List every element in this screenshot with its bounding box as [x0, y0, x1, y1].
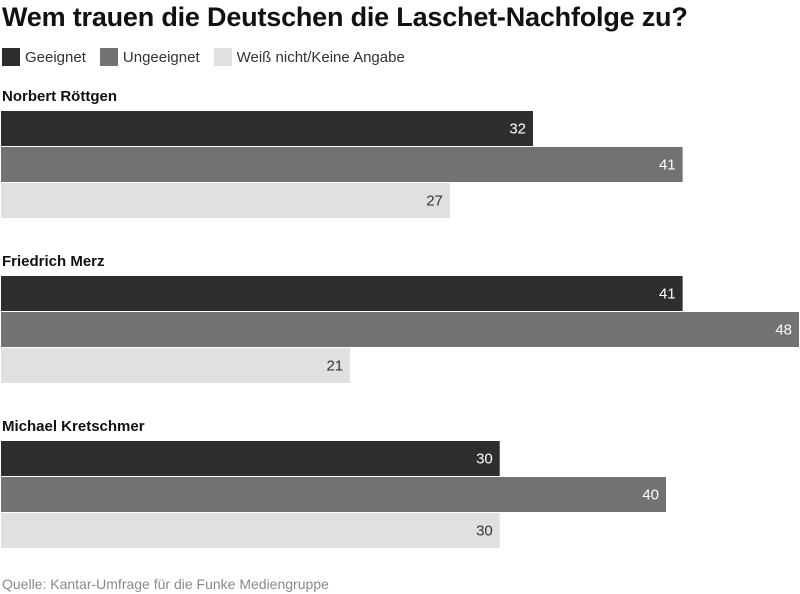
legend-swatch-geeignet — [2, 48, 20, 66]
bar-norbert-r-ttgen-wei-nicht-keine-angabe — [1, 183, 450, 218]
legend-swatch-keine-angabe — [213, 48, 232, 66]
bar-michael-kretschmer-wei-nicht-keine-angabe — [1, 513, 500, 548]
data-label-michael-kretschmer-ungeeignet: 40 — [642, 487, 659, 504]
legend-label-ungeeignet: Ungeeignet — [122, 48, 200, 66]
data-label-norbert-r-ttgen-geeignet: 32 — [509, 121, 526, 138]
legend-item-geeignet: Geeignet — [2, 48, 86, 66]
legend-label-geeignet: Geeignet — [25, 48, 86, 66]
category-label-norbert-r-ttgen: Norbert Röttgen — [2, 88, 117, 105]
bar-norbert-r-ttgen-ungeeignet — [1, 147, 683, 182]
data-label-michael-kretschmer-wei-nicht-keine-angabe: 30 — [476, 523, 493, 540]
source-note: Quelle: Kantar-Umfrage für die Funke Med… — [2, 576, 329, 592]
data-label-friedrich-merz-wei-nicht-keine-angabe: 21 — [326, 358, 343, 375]
legend: Geeignet Ungeeignet Weiß nicht/Keine Ang… — [2, 48, 419, 66]
chart-title: Wem trauen die Deutschen die Laschet-Nac… — [2, 2, 688, 32]
bar-friedrich-merz-geeignet — [1, 276, 683, 311]
bar-michael-kretschmer-geeignet — [1, 441, 500, 476]
bar-friedrich-merz-wei-nicht-keine-angabe — [1, 348, 351, 383]
data-label-friedrich-merz-ungeeignet: 48 — [775, 322, 792, 339]
legend-item-keine-angabe: Weiß nicht/Keine Angabe — [213, 48, 405, 66]
legend-label-keine-angabe: Weiß nicht/Keine Angabe — [236, 48, 405, 66]
data-label-norbert-r-ttgen-wei-nicht-keine-angabe: 27 — [426, 193, 443, 210]
data-label-michael-kretschmer-geeignet: 30 — [476, 451, 493, 468]
legend-item-ungeeignet: Ungeeignet — [99, 48, 200, 66]
bar-norbert-r-ttgen-geeignet — [1, 111, 533, 146]
data-label-friedrich-merz-geeignet: 41 — [659, 286, 676, 303]
category-label-michael-kretschmer: Michael Kretschmer — [2, 418, 145, 435]
category-label-friedrich-merz: Friedrich Merz — [2, 253, 105, 270]
data-label-norbert-r-ttgen-ungeeignet: 41 — [659, 157, 676, 174]
legend-swatch-ungeeignet — [99, 48, 118, 66]
bar-michael-kretschmer-ungeeignet — [1, 477, 666, 512]
bar-friedrich-merz-ungeeignet — [1, 312, 799, 347]
